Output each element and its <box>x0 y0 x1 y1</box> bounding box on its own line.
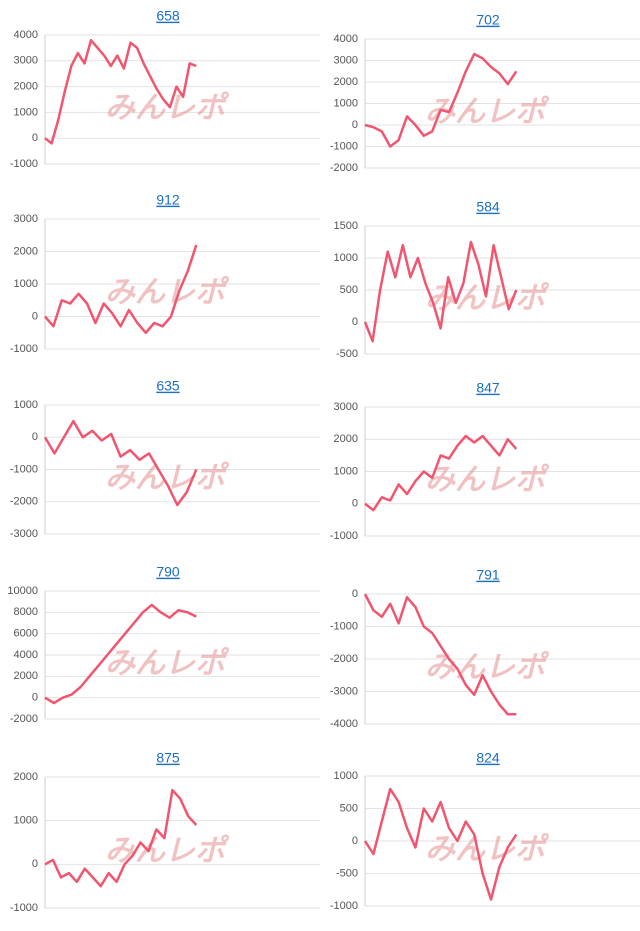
y-tick-label: 1000 <box>14 278 38 290</box>
y-tick-label: 0 <box>32 692 38 704</box>
y-tick-label: 0 <box>352 316 358 328</box>
y-tick-label: -2000 <box>10 496 38 508</box>
data-line <box>364 52 518 148</box>
y-tick-label: 3000 <box>334 54 358 66</box>
watermark: みんレポ <box>425 463 550 496</box>
y-tick-label: 0 <box>352 588 358 600</box>
y-tick-label: -2000 <box>10 713 38 725</box>
y-tick-label: -1000 <box>330 140 358 152</box>
y-tick-label: -1000 <box>330 900 358 912</box>
watermark: みんレポ <box>105 91 230 124</box>
y-tick-label: 500 <box>340 802 358 814</box>
y-tick-label: 2000 <box>14 245 38 257</box>
y-tick-label: -1000 <box>10 343 38 355</box>
data-line <box>363 240 518 343</box>
y-tick-label: 1000 <box>14 399 38 411</box>
watermark: みんレポ <box>425 833 550 866</box>
y-tick-label: 2000 <box>14 670 38 682</box>
data-line <box>363 787 518 901</box>
data-line <box>44 38 197 145</box>
watermark: みんレポ <box>105 834 230 867</box>
y-tick-label: 1500 <box>334 220 358 232</box>
y-tick-label: 8000 <box>14 606 38 618</box>
y-tick-label: -4000 <box>330 718 358 730</box>
y-tick-label: 0 <box>352 498 358 510</box>
data-line <box>44 244 198 335</box>
y-tick-label: 0 <box>32 132 38 144</box>
y-tick-label: 1000 <box>334 465 358 477</box>
y-tick-label: -500 <box>336 348 358 360</box>
y-tick-label: 4000 <box>334 33 358 45</box>
y-tick-label: 2000 <box>334 433 358 445</box>
chart-title[interactable]: 791 <box>476 567 500 583</box>
chart-title[interactable]: 702 <box>476 12 500 28</box>
y-tick-label: 6000 <box>14 628 38 640</box>
y-tick-label: 3000 <box>14 213 38 225</box>
y-tick-label: -1000 <box>330 620 358 632</box>
watermark: みんレポ <box>105 647 230 680</box>
y-tick-label: -1000 <box>10 158 38 170</box>
y-tick-label: 4000 <box>14 29 38 41</box>
watermark: みんレポ <box>425 651 550 684</box>
y-tick-label: 3000 <box>14 55 38 67</box>
y-tick-label: -2000 <box>330 162 358 174</box>
y-tick-label: 1000 <box>334 252 358 264</box>
watermark: みんレポ <box>105 276 230 309</box>
chart-title[interactable]: 824 <box>476 750 500 766</box>
data-line <box>43 419 198 507</box>
y-tick-label: -1000 <box>330 530 358 542</box>
y-tick-label: 500 <box>340 284 358 296</box>
y-tick-label: 2000 <box>334 76 358 88</box>
y-tick-label: 3000 <box>334 401 358 413</box>
chart-title[interactable]: 847 <box>476 380 500 396</box>
y-tick-label: -3000 <box>330 685 358 697</box>
chart-title[interactable]: 584 <box>476 199 500 215</box>
data-line <box>44 788 198 888</box>
chart-title[interactable]: 875 <box>156 750 180 766</box>
chart-title[interactable]: 790 <box>156 564 180 580</box>
chart-title[interactable]: 658 <box>156 8 180 24</box>
chart-title[interactable]: 912 <box>156 192 180 208</box>
y-tick-label: 0 <box>32 858 38 870</box>
y-tick-label: 0 <box>352 835 358 847</box>
y-tick-label: 0 <box>352 119 358 131</box>
y-tick-label: 4000 <box>14 649 38 661</box>
y-tick-label: 1000 <box>14 815 38 827</box>
y-tick-label: 0 <box>32 431 38 443</box>
y-tick-label: 10000 <box>7 585 38 597</box>
y-tick-label: 2000 <box>14 771 38 783</box>
y-tick-label: 1000 <box>14 106 38 118</box>
y-tick-label: 1000 <box>334 770 358 782</box>
y-tick-label: -500 <box>336 867 358 879</box>
chart-title[interactable]: 635 <box>156 378 180 394</box>
y-tick-label: -1000 <box>10 463 38 475</box>
data-line <box>44 603 197 705</box>
y-tick-label: -2000 <box>330 653 358 665</box>
y-tick-label: 0 <box>32 310 38 322</box>
y-tick-label: 1000 <box>334 97 358 109</box>
y-tick-label: -3000 <box>10 528 38 540</box>
data-line <box>363 593 517 716</box>
watermark: みんレポ <box>105 461 230 494</box>
y-tick-label: -1000 <box>10 902 38 914</box>
data-line <box>364 434 518 512</box>
y-tick-label: 2000 <box>14 81 38 93</box>
